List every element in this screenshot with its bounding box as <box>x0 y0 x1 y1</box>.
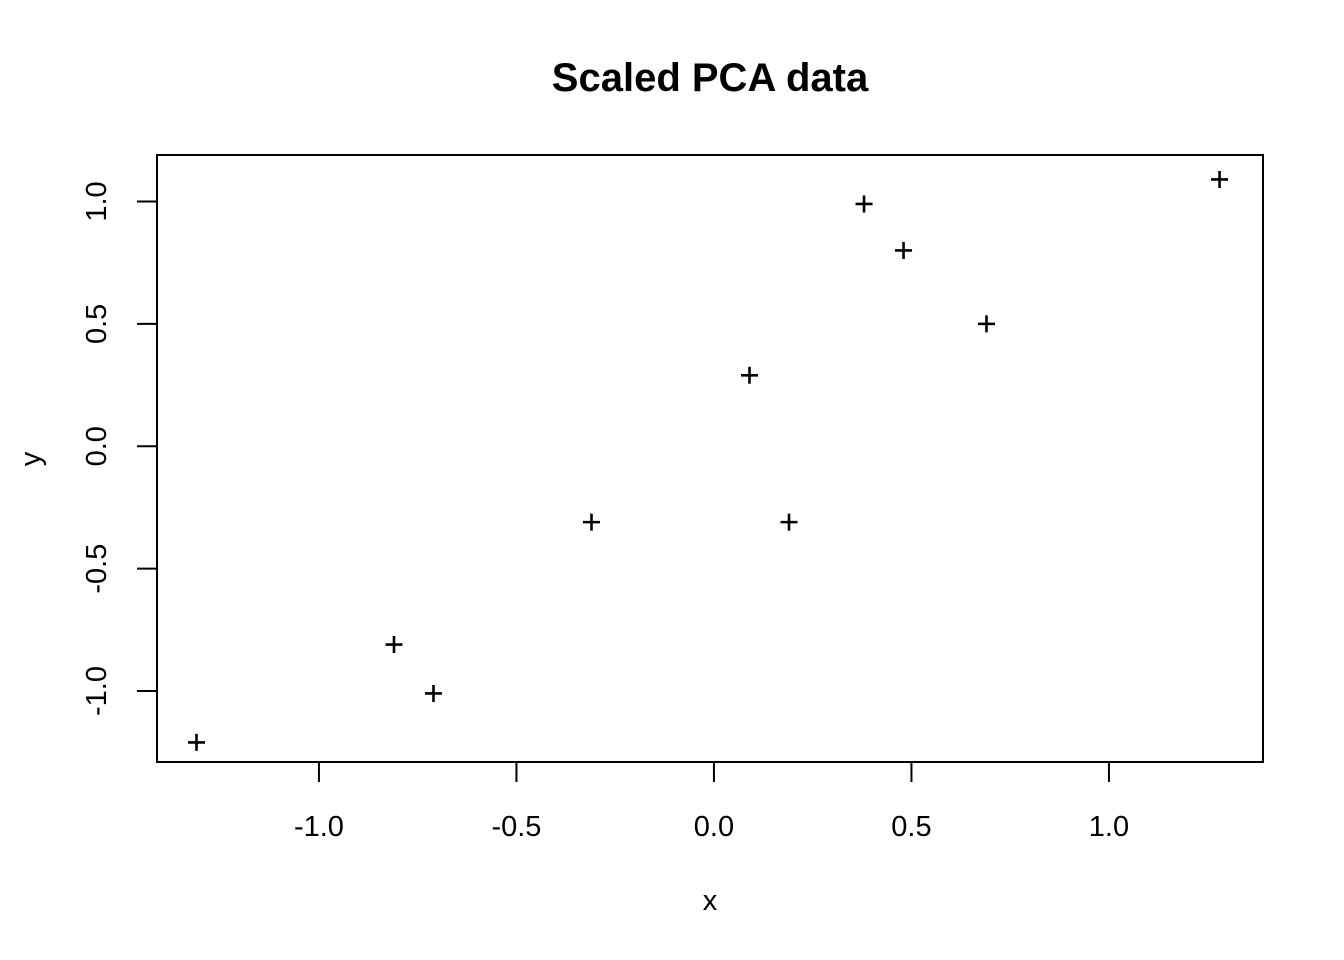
x-tick-label: 0.0 <box>694 811 734 843</box>
y-tick-label: 0.0 <box>81 426 113 466</box>
chart-title: Scaled PCA data <box>552 56 869 100</box>
x-tick-label: -1.0 <box>294 811 344 843</box>
data-points <box>188 170 1229 751</box>
data-point-marker <box>188 733 205 751</box>
data-point-marker <box>741 366 758 384</box>
data-point-marker <box>425 684 442 702</box>
x-tick-label: -0.5 <box>491 811 541 843</box>
y-tick-label: -0.5 <box>81 544 113 594</box>
data-point-marker <box>583 513 600 531</box>
y-tick-label: 1.0 <box>81 181 113 221</box>
x-tick-label: 0.5 <box>891 811 931 843</box>
data-point-marker <box>385 636 403 654</box>
plot-area-border <box>156 154 1264 763</box>
data-point-marker <box>978 315 995 333</box>
y-tick-label: 0.5 <box>81 304 113 344</box>
y-axis-ticks: -1.0 -0.5 0.0 0.5 1.0 <box>81 181 157 716</box>
data-point-marker <box>780 513 798 531</box>
data-point-marker <box>1211 170 1229 188</box>
y-axis-label: y <box>15 451 47 466</box>
data-point-marker <box>895 241 913 259</box>
x-axis-ticks: -1.0 -0.5 0.0 0.5 1.0 <box>294 762 1129 843</box>
y-tick-label: -1.0 <box>81 666 113 716</box>
x-axis-label: x <box>703 885 718 917</box>
x-tick-label: 1.0 <box>1089 811 1129 843</box>
data-point-marker <box>855 195 873 213</box>
